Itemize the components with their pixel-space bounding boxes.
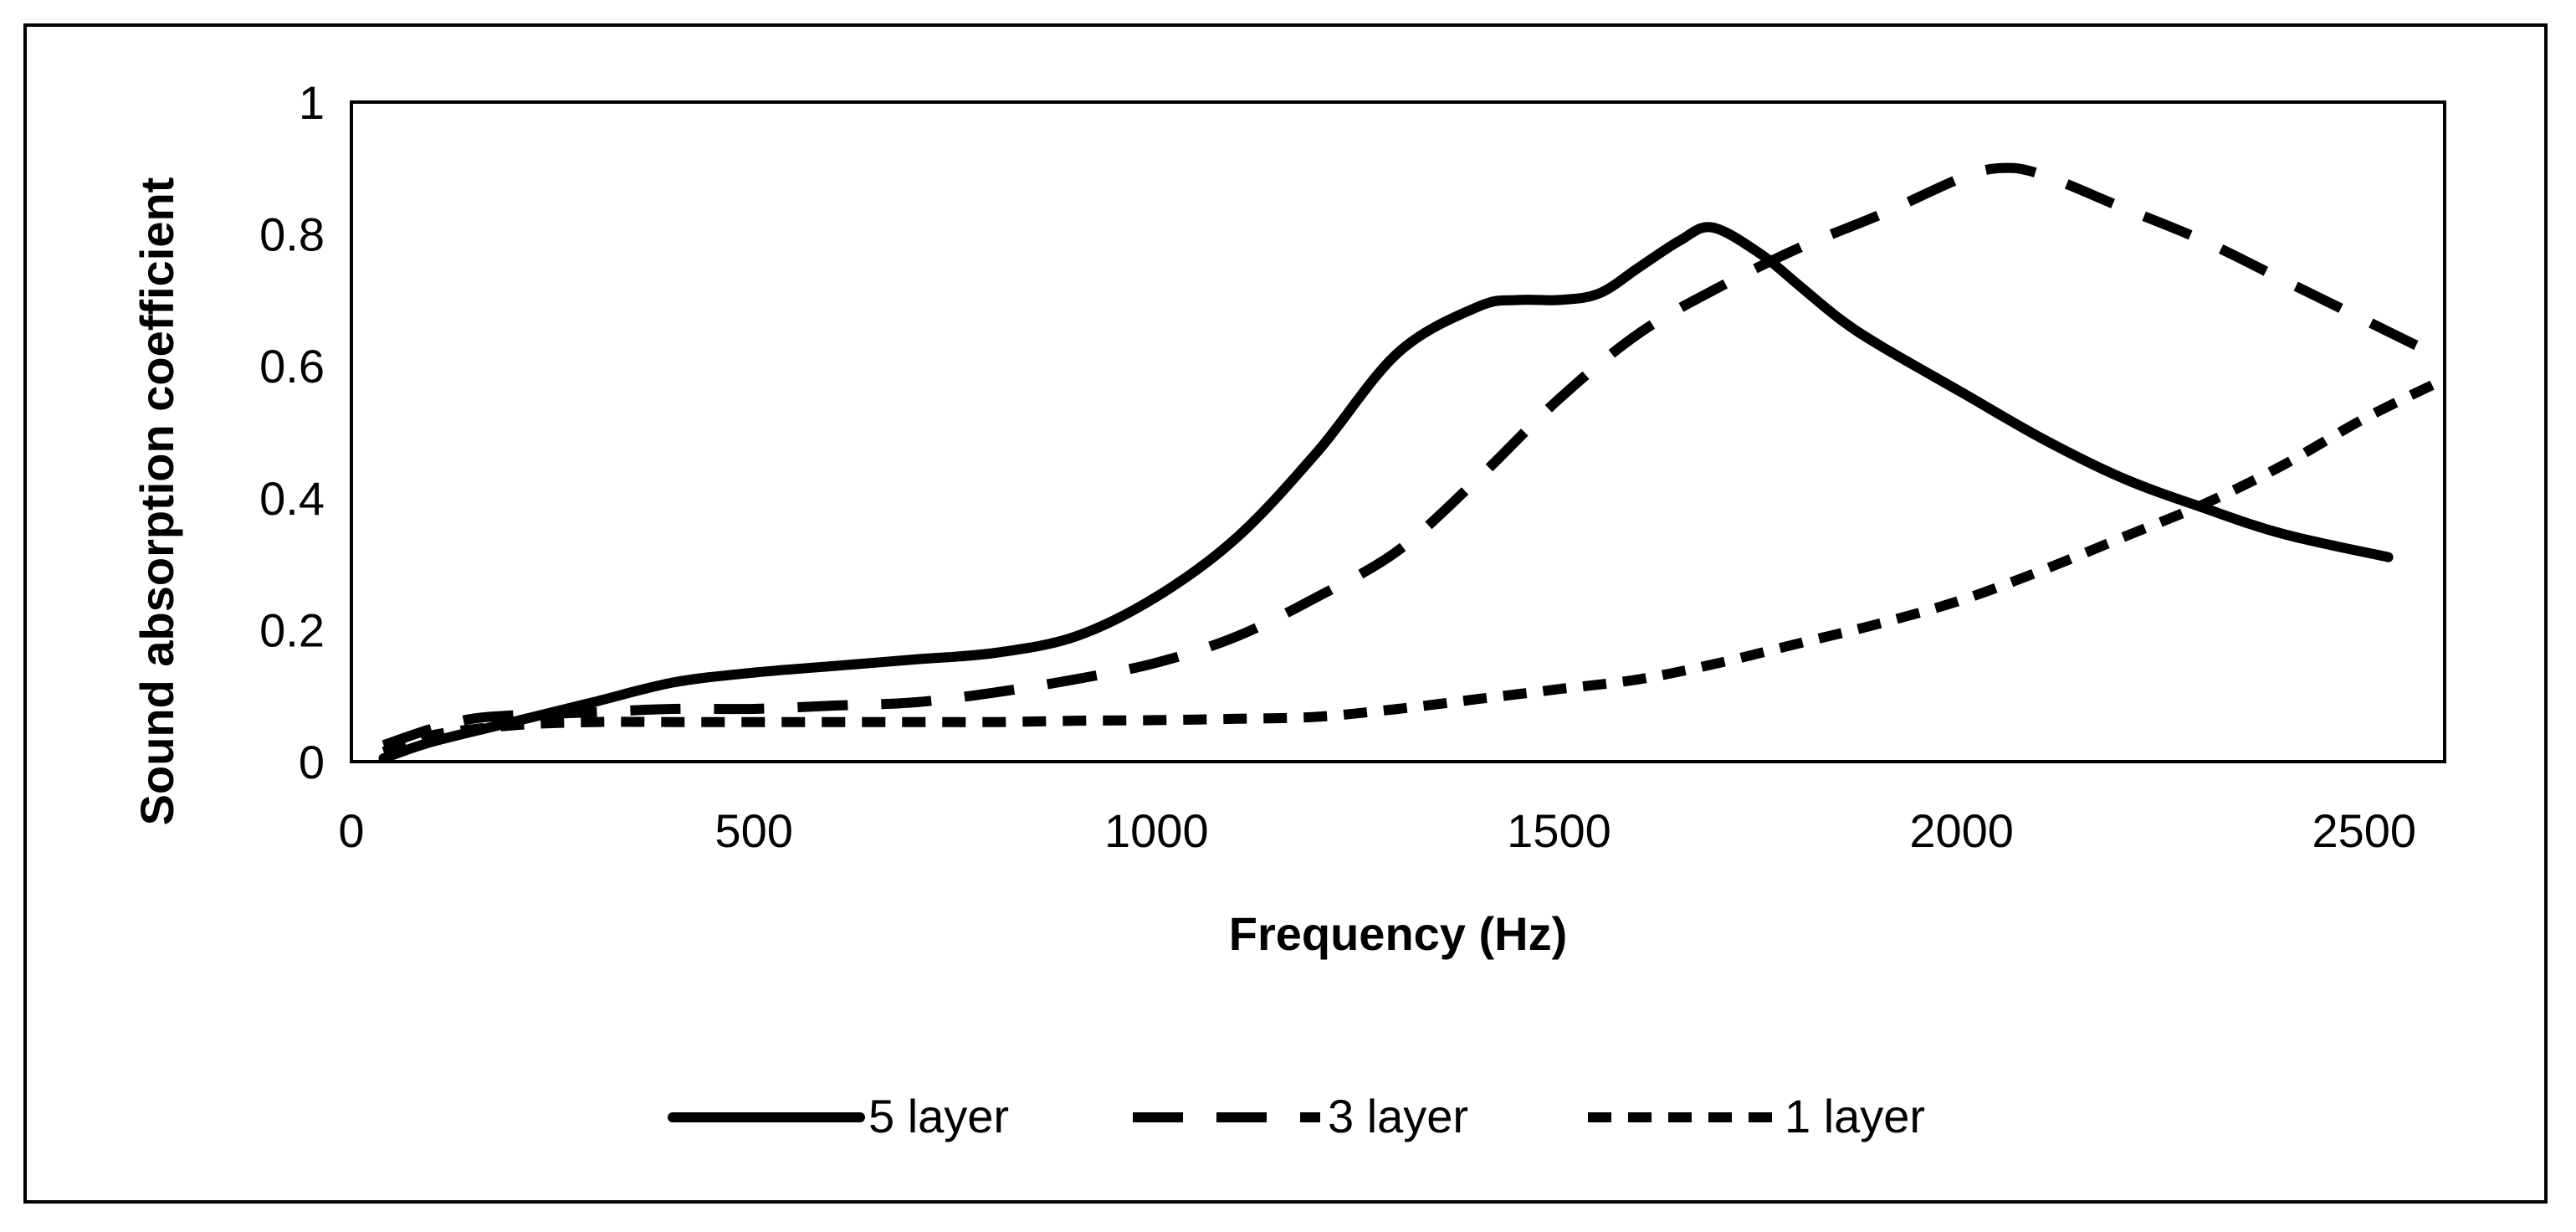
series-layer [378, 162, 2447, 764]
x-tick-label: 1500 [1507, 804, 1611, 857]
plot-area [350, 100, 2446, 763]
x-tick-label: 2000 [1909, 804, 2014, 857]
legend-label-5-layer: 5 layer [868, 1090, 1009, 1142]
y-tick-label: 0.6 [259, 340, 325, 393]
series-line-1-layer [382, 374, 2447, 757]
y-axis-title: Sound absorption coefficient [131, 177, 183, 826]
y-tick-label: 0 [299, 736, 325, 788]
y-tick-label: 0.8 [259, 208, 325, 261]
x-tick-label: 0 [338, 804, 364, 857]
legend: 5 layer 3 layer 1 layer [668, 1090, 1925, 1142]
x-tick-label: 2500 [2312, 804, 2416, 857]
legend-label-3-layer: 3 layer [1328, 1090, 1468, 1142]
series-line-3-layer [382, 162, 2447, 750]
y-axis-ticks: 0 0.2 0.4 0.6 0.8 1 [259, 76, 325, 788]
y-tick-label: 1 [299, 76, 325, 129]
chart-frame: 0 0.2 0.4 0.6 0.8 1 0 500 1000 1500 2000 2500 Freq… [23, 23, 2548, 1204]
legend-label-1-layer: 1 layer [1785, 1090, 1925, 1142]
x-axis-title: Frequency (Hz) [1229, 907, 1568, 960]
y-tick-label: 0.4 [259, 472, 325, 525]
series-line-5-layer [378, 222, 2394, 764]
line-chart: 0 0.2 0.4 0.6 0.8 1 0 500 1000 1500 2000 2500 Freq… [131, 76, 2447, 1142]
x-axis-ticks: 0 500 1000 1500 2000 2500 [338, 804, 2416, 857]
y-tick-label: 0.2 [259, 603, 325, 656]
x-tick-label: 500 [714, 804, 792, 857]
x-tick-label: 1000 [1104, 804, 1209, 857]
